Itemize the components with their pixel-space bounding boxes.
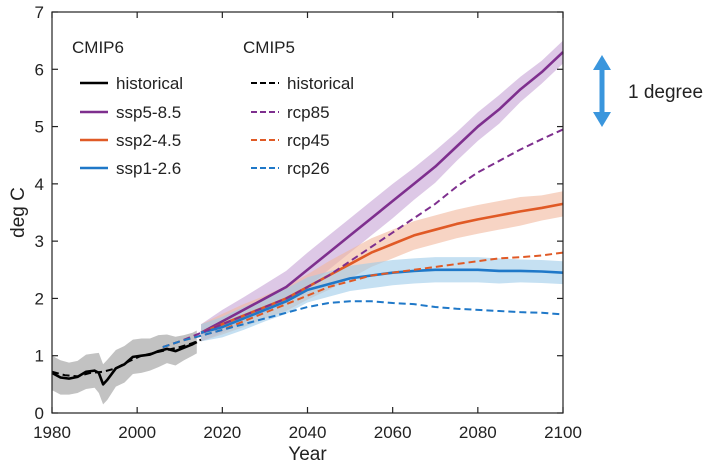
legend-entry-label: ssp1-2.6 [116,159,181,178]
x-tick-label: 2040 [289,423,327,442]
annotation-arrow-head-up [593,55,611,70]
y-tick-label: 0 [35,404,44,423]
y-tick-label: 3 [35,232,44,251]
legend: CMIP6 historical ssp5-8.5 ssp2-4.5 ssp1-2.6 C… [72,38,354,178]
legend-entry-label: historical [287,74,354,93]
y-tick-label: 2 [35,289,44,308]
x-tick-label: 2020 [203,423,241,442]
legend-group-title: CMIP5 [243,38,295,57]
legend-entry-label: rcp45 [287,131,330,150]
x-tick-label: 2060 [374,423,412,442]
x-tick-label: 1980 [33,423,71,442]
x-tick-label: 2080 [459,423,497,442]
series-line-cmip5-historical [51,338,202,378]
series-line-cmip5-rcp45 [162,251,564,349]
y-tick-label: 1 [35,347,44,366]
legend-entry-label: ssp5-8.5 [116,103,181,122]
x-tick-label: 2100 [544,423,582,442]
x-tick-label: 2000 [118,423,156,442]
series-line-cmip5-rcp85 [162,128,564,349]
x-axis-label: Year [288,444,327,465]
band-cmip6-ssp1-2.6 [201,257,563,342]
band-cmip6-ssp5-8.5 [201,40,563,342]
series-lines [51,51,564,386]
y-tick-label: 5 [35,118,44,137]
legend-entry-label: rcp85 [287,103,330,122]
y-tick-label: 7 [35,3,44,22]
y-axis-label: deg C [8,187,29,238]
series-line-cmip5-rcp26 [162,300,564,349]
annotation-label: 1 degree [628,82,703,103]
degree-annotation: 1 degree [593,55,703,127]
uncertainty-bands [52,40,563,405]
annotation-arrow-head-down [593,112,611,127]
legend-entry-label: rcp26 [287,159,330,178]
band-cmip6-historical [52,330,197,405]
y-tick-label: 4 [35,175,44,194]
legend-group-title: CMIP6 [72,38,124,57]
series-line-cmip6-ssp5-8.5 [200,51,564,334]
y-tick-label: 6 [35,60,44,79]
legend-entry-label: ssp2-4.5 [116,131,181,150]
axes: 1980 2000 2020 2040 2060 2080 2100 0 1 2 3 4 5 6 7 Year… [8,3,582,465]
legend-entry-label: historical [116,74,183,93]
